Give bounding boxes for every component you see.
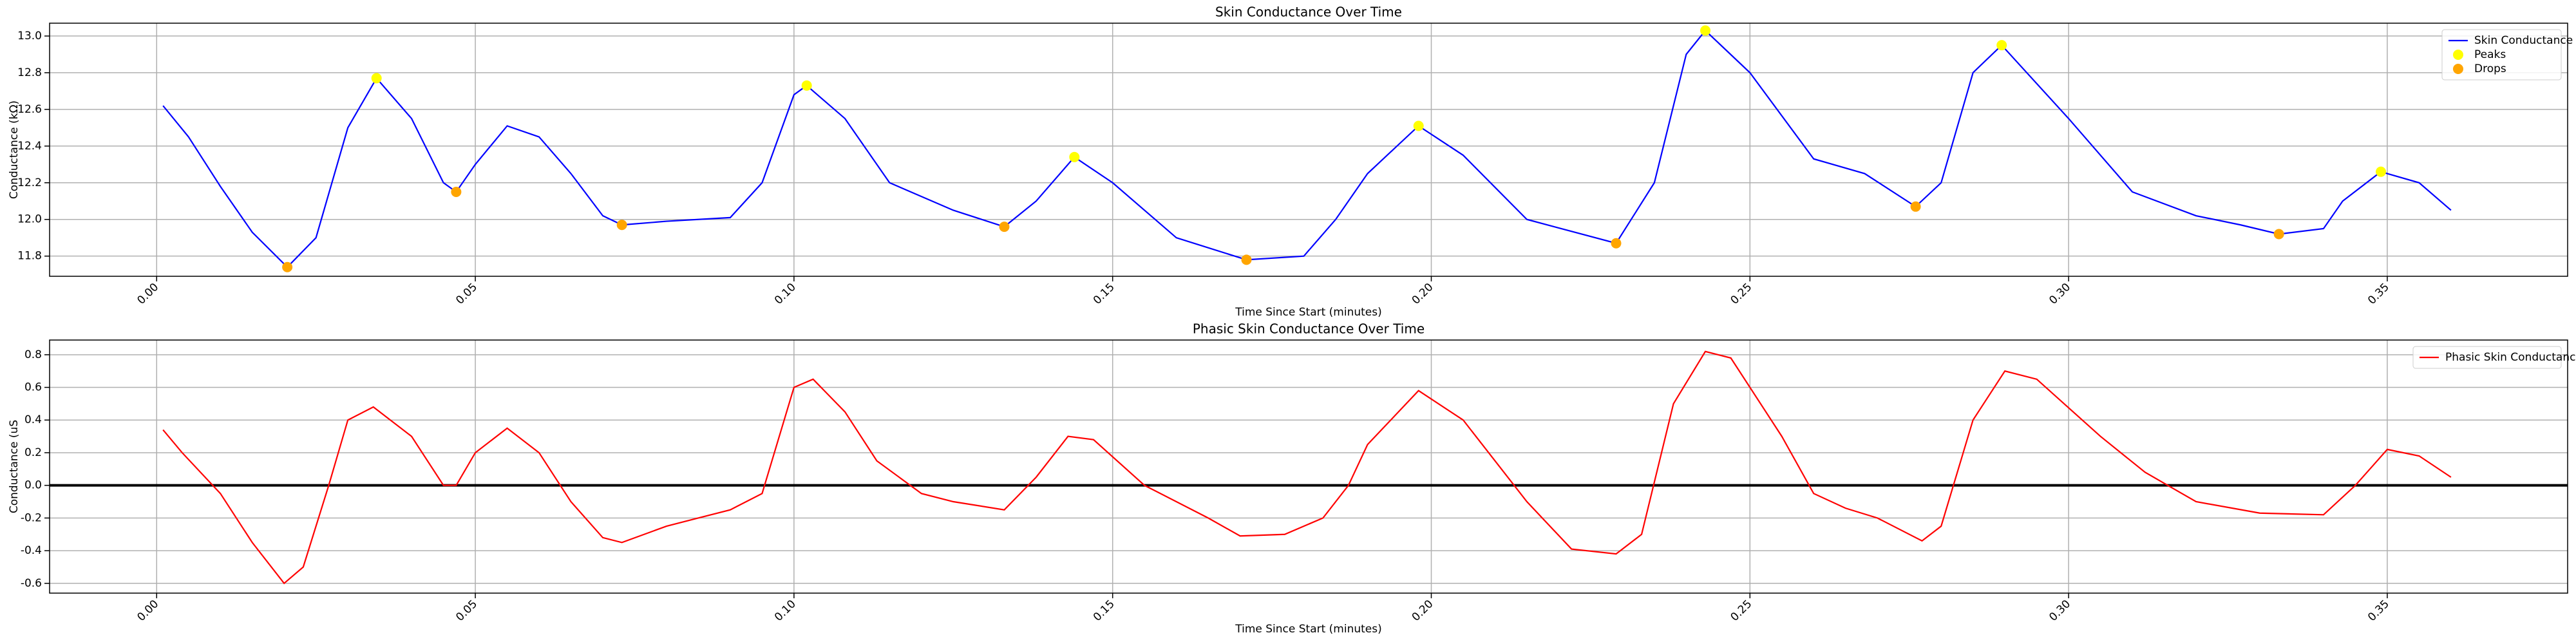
y-tick-label: 0.4 (24, 413, 42, 426)
chart-title: Skin Conductance Over Time (1215, 5, 1402, 20)
y-tick-label: -0.6 (21, 577, 42, 590)
x-tick-label: 0.05 (453, 281, 480, 307)
x-axis-label: Time Since Start (minutes) (1235, 306, 1382, 319)
data-point (1413, 120, 1424, 131)
data-point (1996, 40, 2007, 51)
x-tick-label: 0.35 (2365, 281, 2392, 307)
y-tick-label: -0.2 (21, 511, 42, 524)
y-tick-label: 0.6 (24, 381, 42, 394)
y-tick-label: 12.0 (17, 213, 42, 226)
data-point (1910, 201, 1921, 212)
y-tick-label: 0.2 (24, 446, 42, 459)
legend-swatch (2453, 64, 2463, 74)
x-tick-label: 0.25 (1728, 281, 1754, 307)
axes-frame (49, 339, 2568, 594)
legend-label: Phasic Skin Conductance (2445, 351, 2576, 364)
data-point (2376, 166, 2387, 177)
x-tick-label: 0.20 (1410, 281, 1436, 307)
legend-box (2441, 29, 2562, 80)
legend-label: Peaks (2474, 48, 2506, 61)
legend-label: Drops (2474, 62, 2506, 75)
x-tick-label: 0.25 (1728, 598, 1754, 624)
y-tick-label: 12.2 (17, 176, 42, 189)
x-tick-label: 0.10 (772, 281, 799, 307)
x-tick-label: 0.20 (1410, 598, 1436, 624)
y-tick-label: 12.6 (17, 103, 42, 116)
data-point (801, 80, 812, 91)
x-tick-label: 0.00 (135, 281, 161, 307)
data-line (162, 350, 2452, 585)
data-point (282, 261, 293, 272)
axes-frame (49, 23, 2568, 277)
data-line (162, 29, 2452, 269)
chart-title: Phasic Skin Conductance Over Time (1193, 321, 1425, 337)
y-axis-label: Conductance (kΩ) (8, 100, 21, 199)
data-point (371, 73, 382, 84)
x-tick-label: 0.35 (2365, 598, 2392, 624)
data-point (1069, 151, 1080, 162)
legend-label: Skin Conductance (2474, 34, 2573, 47)
data-point (1611, 238, 1622, 249)
y-tick-label: 11.8 (17, 250, 42, 263)
x-axis-label: Time Since Start (minutes) (1235, 623, 1382, 636)
x-tick-label: 0.05 (453, 598, 480, 624)
x-tick-label: 0.30 (2047, 598, 2073, 624)
legend-box (2412, 346, 2562, 369)
y-tick-label: 0.0 (24, 479, 42, 492)
x-tick-label: 0.10 (772, 598, 799, 624)
y-tick-label: 13.0 (17, 30, 42, 43)
y-axis-label: Conductance (uS (8, 420, 21, 513)
legend-swatch (2453, 50, 2463, 60)
y-tick-label: 12.4 (17, 140, 42, 153)
data-point (1700, 25, 1711, 36)
x-tick-label: 0.15 (1091, 598, 1117, 624)
data-point (2273, 229, 2284, 240)
x-tick-label: 0.15 (1091, 281, 1117, 307)
y-tick-label: 0.8 (24, 348, 42, 361)
y-tick-label: 12.8 (17, 66, 42, 79)
x-tick-label: 0.00 (135, 598, 161, 624)
data-point (451, 187, 462, 197)
x-tick-label: 0.30 (2047, 281, 2073, 307)
data-point (999, 222, 1010, 232)
data-point (616, 220, 627, 231)
data-point (1241, 254, 1252, 265)
y-tick-label: -0.4 (21, 544, 42, 557)
